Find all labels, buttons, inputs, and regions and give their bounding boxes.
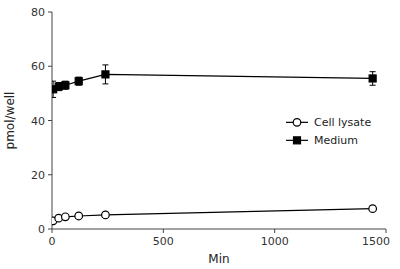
y-tick: [48, 174, 52, 175]
legend-swatch-marker: [294, 137, 301, 144]
x-tick: [274, 229, 275, 233]
error-bar: [370, 72, 376, 86]
x-tick: [386, 229, 387, 233]
legend-swatch-marker: [293, 119, 301, 127]
x-axis-label: Min: [208, 252, 229, 266]
error-bar: [76, 77, 82, 85]
error-bar: [56, 83, 62, 91]
point: [102, 71, 109, 78]
y-tick: [48, 66, 52, 67]
point: [369, 75, 376, 82]
y-tick-label: 80: [31, 6, 45, 19]
error-bar: [102, 65, 108, 84]
plot-area: [52, 65, 376, 225]
y-tick-label: 60: [31, 60, 45, 73]
y-tick: [48, 229, 52, 230]
legend-label: Medium: [314, 134, 358, 147]
series-line: [53, 74, 373, 89]
point: [62, 82, 69, 89]
x-tick-label: 1500: [362, 235, 390, 248]
background: [0, 0, 400, 269]
y-tick-label: 40: [31, 115, 45, 128]
y-tick-label: 20: [31, 169, 45, 182]
point: [102, 211, 110, 219]
legend: Cell lysate Medium: [286, 116, 371, 147]
x-axis: [52, 229, 386, 230]
series-line: [53, 209, 373, 221]
point: [75, 78, 82, 85]
legend-label: Cell lysate: [314, 116, 371, 129]
point: [369, 205, 377, 213]
y-tick: [48, 120, 52, 121]
x-tick-label: 1000: [261, 235, 289, 248]
point: [75, 212, 83, 220]
x-tick-label: 500: [153, 235, 174, 248]
y-axis-label: pmol/well: [3, 92, 17, 150]
error-bar: [62, 81, 68, 89]
x-tick: [52, 229, 53, 233]
y-tick-label: 0: [38, 223, 45, 236]
x-tick: [163, 229, 164, 233]
point: [62, 213, 70, 221]
x-tick-label: 0: [49, 235, 56, 248]
point: [55, 83, 62, 90]
chart: 0 20 40 60 80 0 500 1000 1500 Min pmol/well Cell ly…: [0, 0, 400, 269]
y-tick: [48, 12, 52, 13]
